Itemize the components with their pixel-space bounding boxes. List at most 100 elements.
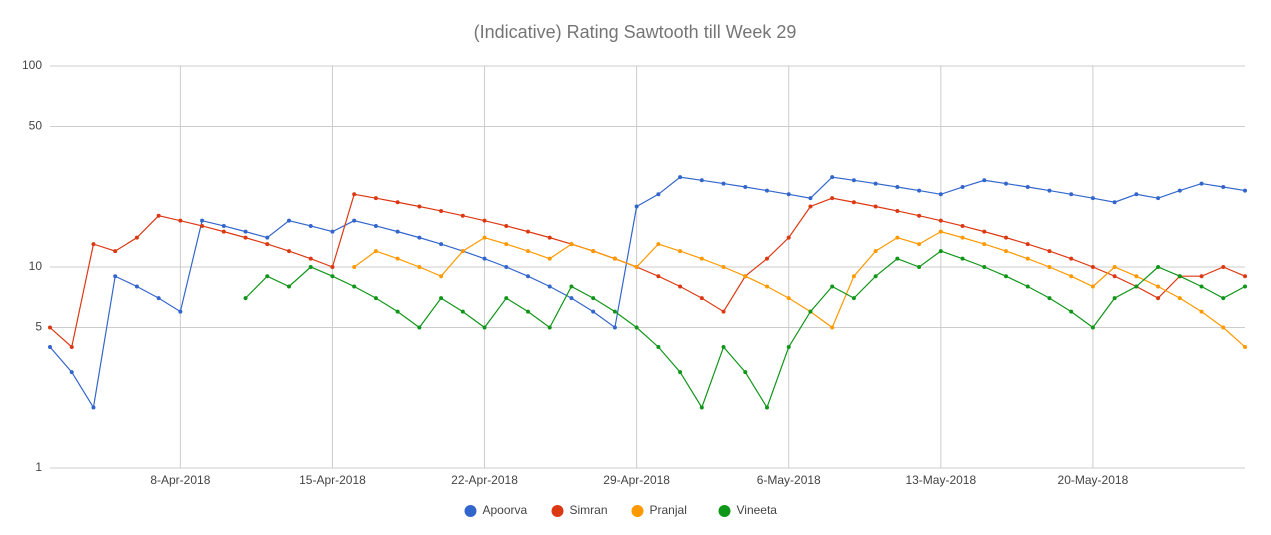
- data-point: [938, 249, 943, 254]
- data-point: [1069, 274, 1074, 279]
- data-point: [113, 249, 118, 254]
- data-point: [721, 309, 726, 314]
- legend-label: Pranjal: [650, 503, 687, 517]
- data-point: [634, 265, 639, 269]
- data-point: [417, 325, 422, 330]
- data-point: [308, 256, 313, 261]
- data-point: [656, 344, 661, 349]
- data-point: [287, 284, 291, 289]
- data-point: [417, 235, 422, 240]
- data-point: [938, 192, 943, 197]
- x-tick-label: 13-May-2018: [905, 473, 976, 487]
- data-point: [504, 265, 509, 269]
- data-point: [678, 175, 683, 180]
- data-point: [1134, 192, 1139, 197]
- legend-marker: [464, 505, 477, 517]
- data-point: [1177, 296, 1182, 301]
- data-point: [1156, 196, 1161, 201]
- data-point: [1090, 196, 1095, 201]
- data-point: [830, 284, 835, 289]
- data-point: [526, 309, 530, 314]
- x-tick-label: 15-Apr-2018: [299, 473, 366, 487]
- data-point: [656, 192, 661, 197]
- data-point: [526, 229, 530, 234]
- data-point: [1243, 274, 1247, 279]
- data-point: [1112, 296, 1117, 301]
- data-point: [1199, 309, 1204, 314]
- data-point: [938, 218, 943, 223]
- data-point: [938, 229, 943, 234]
- x-tick-label: 22-Apr-2018: [451, 473, 518, 487]
- y-tick-label: 100: [22, 58, 42, 72]
- data-point: [634, 204, 639, 209]
- data-point: [156, 296, 161, 301]
- data-point: [265, 242, 270, 247]
- data-point: [982, 265, 987, 269]
- data-point: [1069, 192, 1074, 197]
- data-point: [982, 242, 987, 247]
- data-point: [765, 256, 769, 261]
- data-point: [417, 265, 422, 269]
- data-point: [678, 249, 683, 254]
- data-point: [1134, 284, 1139, 289]
- x-tick-label: 6-May-2018: [757, 473, 821, 487]
- data-point: [917, 213, 922, 218]
- data-point: [373, 196, 378, 201]
- data-point: [786, 344, 791, 349]
- data-point: [1090, 265, 1095, 269]
- data-point: [439, 242, 444, 247]
- data-point: [460, 309, 465, 314]
- data-point: [591, 309, 596, 314]
- data-point: [569, 296, 574, 301]
- data-point: [395, 200, 400, 205]
- data-point: [895, 256, 900, 261]
- data-point: [721, 265, 726, 269]
- data-point: [482, 256, 487, 261]
- data-point: [417, 204, 422, 209]
- data-point: [134, 284, 139, 289]
- data-point: [287, 218, 291, 223]
- data-point: [851, 200, 856, 205]
- data-point: [482, 218, 487, 223]
- data-point: [1156, 296, 1161, 301]
- data-point: [308, 265, 313, 269]
- data-point: [1199, 181, 1204, 186]
- data-point: [1025, 256, 1030, 261]
- data-point: [460, 249, 465, 254]
- data-point: [439, 296, 444, 301]
- data-point: [243, 235, 248, 240]
- data-point: [699, 256, 704, 261]
- series-line: [49, 176, 1246, 410]
- data-point: [830, 196, 835, 201]
- data-point: [352, 192, 357, 197]
- data-point: [873, 249, 878, 254]
- data-point: [808, 204, 813, 209]
- data-point: [743, 185, 748, 190]
- data-point: [439, 208, 444, 213]
- data-point: [678, 370, 683, 375]
- data-point: [547, 284, 552, 289]
- data-point: [91, 405, 96, 410]
- data-point: [1199, 274, 1204, 279]
- legend-marker: [718, 505, 731, 517]
- data-point: [504, 242, 509, 247]
- data-point: [243, 229, 248, 234]
- y-tick-label: 10: [29, 259, 43, 273]
- data-point: [352, 218, 357, 223]
- data-point: [830, 325, 835, 330]
- data-point: [308, 223, 313, 228]
- data-point: [765, 284, 769, 289]
- data-point: [526, 274, 530, 279]
- data-point: [917, 265, 922, 269]
- data-point: [1069, 256, 1074, 261]
- data-point: [721, 181, 726, 186]
- data-point: [699, 296, 704, 301]
- data-point: [1025, 185, 1030, 190]
- x-tick-label: 20-May-2018: [1058, 473, 1129, 487]
- data-point: [1134, 274, 1139, 279]
- data-point: [982, 229, 987, 234]
- data-point: [1156, 265, 1161, 269]
- data-point: [69, 344, 74, 349]
- data-point: [439, 274, 444, 279]
- data-point: [808, 196, 813, 201]
